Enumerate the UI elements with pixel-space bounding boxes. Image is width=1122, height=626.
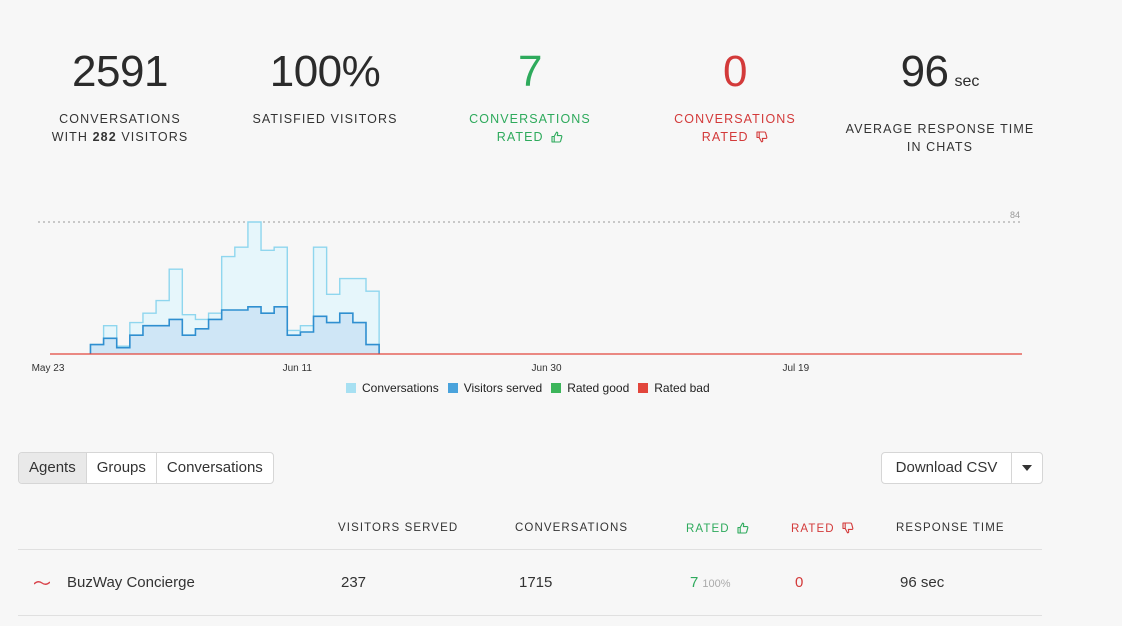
download-csv-button[interactable]: Download CSV [882, 453, 1012, 483]
legend-swatch-rated-bad [638, 383, 649, 393]
satisfied-label: SATISFIED VISITORS [252, 112, 398, 126]
satisfied-value: 100% [269, 47, 381, 96]
visitors-count: 282 [92, 130, 117, 144]
legend-swatch-visitors-served [447, 383, 458, 393]
response-time-unit: sec [954, 73, 980, 90]
conversations-chart: 84 May 23 Jun 11 Jun 30 Jul 19 [32, 210, 1022, 374]
table-header: VISITORS SERVED CONVERSATIONS RATED RATE… [18, 510, 1042, 550]
x-tick-label: Jun 30 [532, 363, 562, 374]
legend-swatch-conversations [346, 383, 356, 393]
agent-conversations: 1715 [519, 574, 553, 591]
series-visitors-served-line [89, 306, 380, 354]
agent-logo-icon [34, 581, 50, 585]
series-visitors-served-area [90, 306, 380, 354]
thumbs-down-icon [756, 131, 768, 143]
legend-item-rated-bad: Rated bad [638, 381, 710, 395]
conversations-label: CONVERSATIONS [59, 112, 181, 126]
thumbs-up-icon [737, 522, 749, 534]
agent-rated-bad: 0 [795, 574, 804, 591]
x-tick-label: Jul 19 [782, 363, 809, 374]
rated-good-count: 7 [518, 47, 542, 96]
thumbs-down-icon [842, 522, 854, 534]
col-rated-bad[interactable]: RATED [791, 522, 854, 535]
table-row[interactable]: BuzWay Concierge 237 1715 7 100% 0 96 sec [18, 550, 1042, 616]
agents-table: VISITORS SERVED CONVERSATIONS RATED RATE… [18, 510, 1042, 616]
agent-visitors-served: 237 [341, 574, 367, 591]
col-conversations[interactable]: CONVERSATIONS [515, 522, 629, 534]
agent-name: BuzWay Concierge [67, 574, 195, 591]
stat-conversations: 2591 CONVERSATIONS WITH 282 VISITORS [20, 44, 220, 146]
col-rated-good[interactable]: RATED [686, 522, 749, 535]
col-visitors-served[interactable]: VISITORS SERVED [338, 522, 459, 534]
report-tabs: Agents Groups Conversations [18, 452, 274, 484]
download-options-button[interactable] [1012, 453, 1042, 483]
stat-satisfied: 100% SATISFIED VISITORS [225, 44, 425, 128]
legend-item-conversations: Conversations [346, 381, 439, 395]
legend-swatch-rated-good [551, 383, 562, 393]
series-conversations-line [89, 221, 380, 354]
x-tick-label: May 23 [32, 363, 65, 374]
agent-response-time: 96 sec [900, 574, 945, 591]
response-time-value: 96 [900, 47, 949, 96]
legend-item-rated-good: Rated good [551, 381, 629, 395]
conversations-count: 2591 [72, 47, 168, 96]
stats-summary: 2591 CONVERSATIONS WITH 282 VISITORS 100… [20, 44, 1040, 154]
rated-bad-count: 0 [723, 47, 747, 96]
agent-rated-good: 7 100% [690, 574, 731, 591]
stat-rated-good: 7 CONVERSATIONS RATED [430, 44, 630, 146]
chart-legend: Conversations Visitors served Rated good… [346, 381, 710, 395]
tab-conversations[interactable]: Conversations [166, 459, 263, 476]
tab-groups[interactable]: Groups [87, 453, 157, 483]
series-conversations-area [90, 222, 380, 354]
download-csv-group: Download CSV [881, 452, 1043, 484]
x-tick-label: Jun 11 [283, 363, 313, 374]
stat-rated-bad: 0 CONVERSATIONS RATED [635, 44, 835, 146]
caret-down-icon [1022, 465, 1032, 471]
agent-rated-good-percent: 100% [702, 578, 731, 590]
col-response-time[interactable]: RESPONSE TIME [896, 522, 1005, 534]
stat-response-time: 96 sec AVERAGE RESPONSE TIME IN CHATS [845, 47, 1035, 154]
tab-agents[interactable]: Agents [19, 453, 87, 483]
thumbs-up-icon [551, 131, 563, 143]
legend-item-visitors-served: Visitors served [447, 381, 542, 395]
max-value-label: 84 [1010, 210, 1020, 220]
